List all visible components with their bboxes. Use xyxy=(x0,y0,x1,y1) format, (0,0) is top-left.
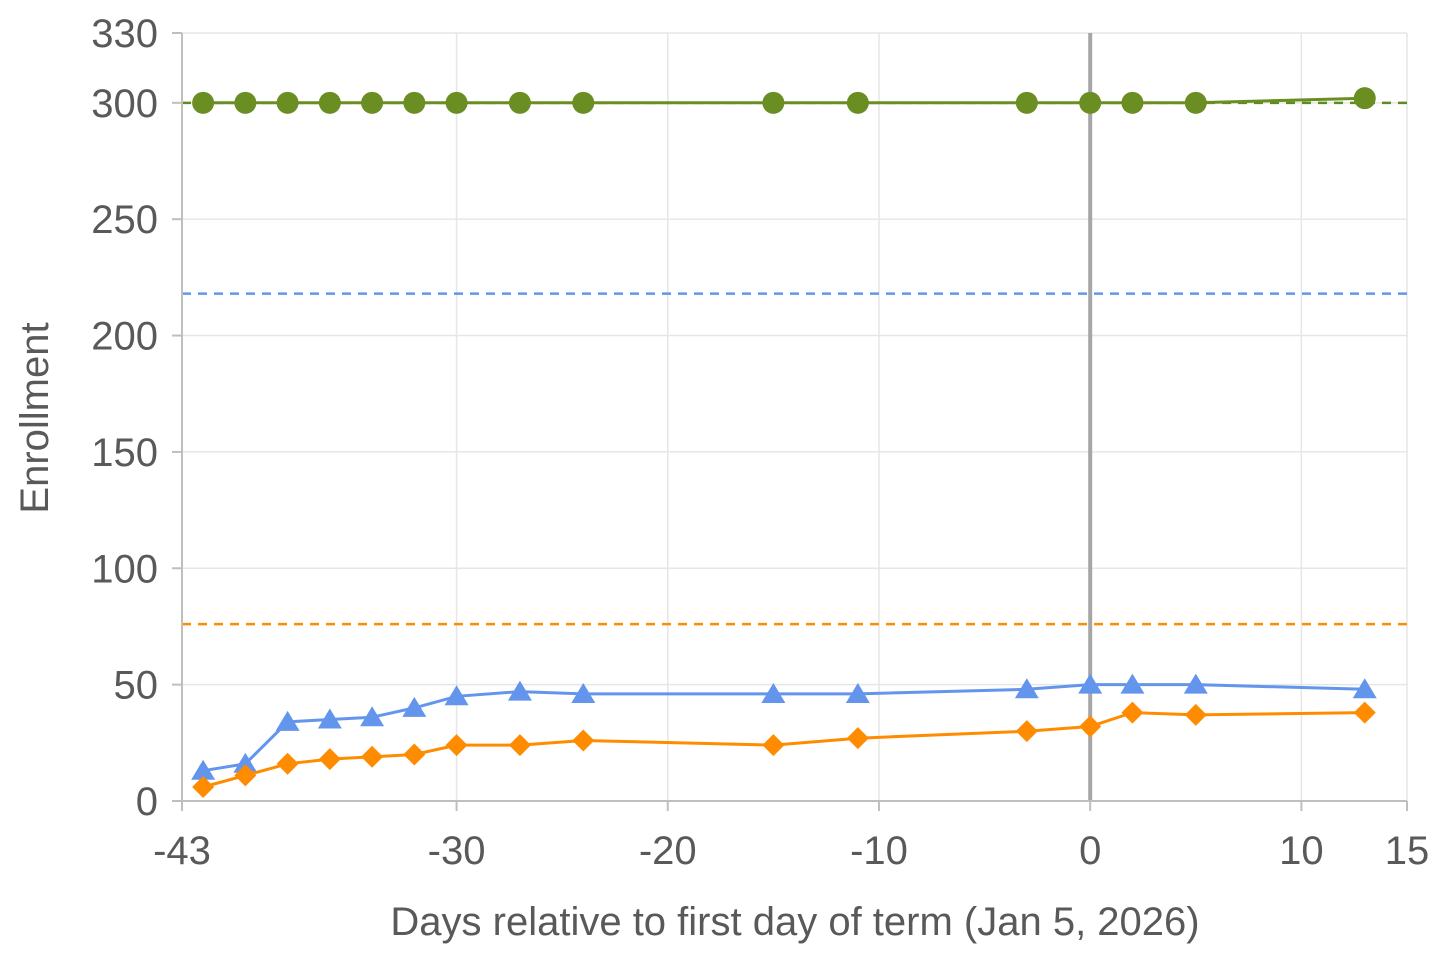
data-point xyxy=(572,91,595,114)
data-point xyxy=(1015,720,1038,743)
y-tick-label: 330 xyxy=(91,12,158,56)
data-point xyxy=(317,708,342,729)
data-point xyxy=(192,776,215,799)
series-circle xyxy=(192,87,1376,114)
data-point xyxy=(234,764,257,787)
data-point xyxy=(360,706,385,727)
y-tick-label: 250 xyxy=(91,198,158,242)
data-point xyxy=(191,759,216,780)
y-tick-label: 100 xyxy=(91,547,158,591)
data-point xyxy=(361,745,384,768)
data-point xyxy=(1183,673,1208,694)
data-point xyxy=(1121,701,1144,724)
y-axis-title: Enrollment xyxy=(13,322,57,513)
data-point xyxy=(572,729,595,752)
data-point xyxy=(276,752,299,775)
y-tick-label: 50 xyxy=(114,664,159,708)
data-point xyxy=(1353,701,1376,724)
x-axis-title: Days relative to first day of term (Jan … xyxy=(390,900,1199,944)
y-tick-label: 200 xyxy=(91,315,158,359)
data-point xyxy=(444,685,469,706)
series xyxy=(191,87,1377,799)
x-tick-label: 15 xyxy=(1385,829,1430,873)
series-diamond xyxy=(192,701,1376,799)
y-tick-label: 150 xyxy=(91,431,158,475)
data-point xyxy=(192,91,215,114)
data-point xyxy=(1121,91,1144,114)
x-tick-label: 10 xyxy=(1279,829,1324,873)
data-point xyxy=(508,91,531,114)
data-point xyxy=(1120,673,1145,694)
data-point xyxy=(1079,91,1102,114)
data-point xyxy=(845,682,870,703)
x-tick-label: -43 xyxy=(153,829,211,873)
x-tick-label: -20 xyxy=(639,829,697,873)
data-point xyxy=(1184,703,1207,726)
data-point xyxy=(402,696,427,717)
data-point xyxy=(318,748,341,771)
data-point xyxy=(1352,678,1377,699)
x-tick-label: -10 xyxy=(850,829,908,873)
data-point xyxy=(507,680,532,701)
data-point xyxy=(1078,673,1103,694)
y-tick-label: 0 xyxy=(136,780,158,824)
data-point xyxy=(233,752,258,773)
data-point xyxy=(1184,91,1207,114)
data-point xyxy=(275,710,300,731)
data-point xyxy=(508,734,531,757)
data-point xyxy=(1015,91,1038,114)
data-point xyxy=(1014,678,1039,699)
data-point xyxy=(361,91,384,114)
data-point xyxy=(846,727,869,750)
data-point xyxy=(318,91,341,114)
x-tick-label: -30 xyxy=(428,829,486,873)
data-point xyxy=(762,91,785,114)
series-triangle xyxy=(191,673,1377,780)
series-line xyxy=(202,711,1365,789)
x-tick-label: 0 xyxy=(1079,829,1101,873)
data-point xyxy=(403,91,426,114)
axes xyxy=(172,32,1408,811)
data-point xyxy=(234,91,257,114)
series-line xyxy=(202,683,1365,773)
data-point xyxy=(846,91,869,114)
data-point xyxy=(761,682,786,703)
data-point xyxy=(762,734,785,757)
data-point xyxy=(571,682,596,703)
data-point xyxy=(276,91,299,114)
data-point xyxy=(403,743,426,766)
data-point xyxy=(1353,87,1376,110)
series-line xyxy=(203,96,1365,105)
data-point xyxy=(1079,715,1102,738)
y-tick-label: 300 xyxy=(91,82,158,126)
data-point xyxy=(445,734,468,757)
data-point xyxy=(445,91,468,114)
